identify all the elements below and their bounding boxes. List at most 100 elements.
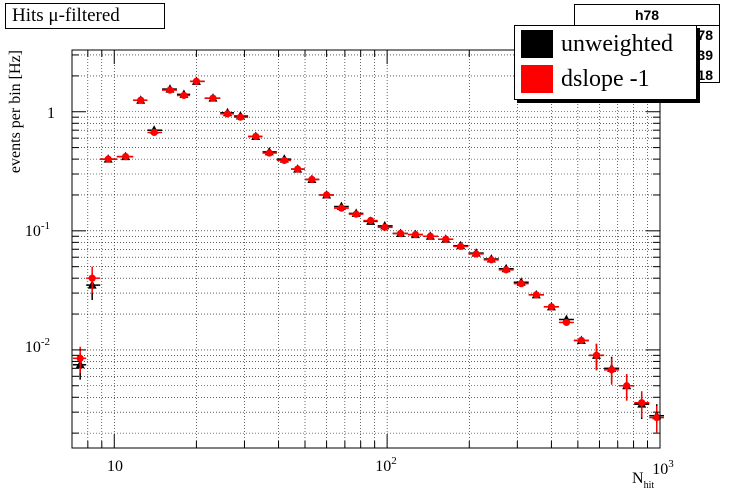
circle-marker bbox=[592, 351, 601, 359]
circle-marker bbox=[367, 216, 375, 225]
data-point bbox=[468, 250, 484, 258]
circle-marker bbox=[209, 94, 217, 102]
y-tick-label-0: 10-2 bbox=[25, 336, 50, 356]
circle-marker bbox=[280, 156, 288, 165]
data-point bbox=[176, 91, 191, 100]
legend-swatch-dslope bbox=[521, 65, 553, 93]
data-point bbox=[100, 155, 117, 163]
circle-marker bbox=[352, 210, 360, 218]
circle-marker bbox=[653, 414, 661, 422]
legend-swatch-unweighted bbox=[521, 30, 553, 58]
circle-marker bbox=[411, 230, 420, 239]
data-point bbox=[604, 358, 620, 385]
legend-entry-unweighted: unweighted bbox=[521, 29, 673, 59]
data-point bbox=[220, 110, 234, 118]
data-point bbox=[528, 291, 544, 299]
data-point bbox=[438, 235, 454, 243]
data-point bbox=[377, 223, 393, 231]
data-point bbox=[498, 266, 514, 274]
chart-title: Hits μ-filtered bbox=[5, 3, 165, 29]
data-point bbox=[262, 149, 277, 157]
circle-marker bbox=[265, 149, 273, 157]
y-tick-label-1: 10-1 bbox=[25, 220, 50, 240]
stats-value-2: 39 bbox=[697, 47, 713, 63]
data-point bbox=[363, 216, 378, 225]
data-point bbox=[233, 113, 249, 121]
data-point bbox=[190, 77, 205, 85]
data-point bbox=[290, 165, 305, 173]
series-unweighted bbox=[72, 76, 664, 431]
y-tick-label-2: 1 bbox=[47, 105, 55, 122]
stats-value-3: 18 bbox=[697, 67, 713, 83]
circle-marker bbox=[180, 91, 188, 100]
circle-marker bbox=[577, 336, 585, 345]
circle-marker bbox=[532, 291, 540, 299]
data-point bbox=[248, 132, 263, 141]
circle-marker bbox=[426, 232, 434, 240]
data-point bbox=[408, 230, 423, 239]
data-point bbox=[162, 86, 177, 94]
circle-marker bbox=[104, 155, 112, 163]
circle-marker bbox=[308, 175, 316, 184]
data-point bbox=[588, 343, 605, 371]
data-point bbox=[334, 204, 349, 212]
circle-marker bbox=[547, 303, 556, 311]
series-dslope bbox=[72, 77, 664, 433]
stats-box-name: h78 bbox=[575, 5, 719, 26]
circle-marker bbox=[192, 77, 201, 85]
circle-marker bbox=[442, 235, 450, 243]
data-point bbox=[392, 229, 409, 238]
circle-marker bbox=[472, 250, 480, 258]
x-tick-label-0: 10 bbox=[107, 458, 123, 475]
circle-marker bbox=[623, 382, 631, 390]
circle-marker bbox=[121, 153, 130, 161]
data-point bbox=[483, 256, 499, 264]
data-point bbox=[304, 175, 320, 184]
circle-marker bbox=[562, 318, 571, 327]
circle-marker bbox=[236, 113, 245, 121]
x-tick-label-2: 103 bbox=[652, 458, 674, 478]
circle-marker bbox=[137, 96, 145, 104]
data-point bbox=[573, 336, 589, 345]
data-point bbox=[276, 156, 291, 165]
circle-marker bbox=[150, 128, 158, 137]
legend-label-dslope: dslope -1 bbox=[561, 66, 650, 92]
data-point bbox=[72, 346, 87, 374]
circle-marker bbox=[638, 399, 646, 407]
axis-ticks bbox=[71, 50, 661, 448]
circle-marker bbox=[396, 229, 405, 238]
circle-marker bbox=[487, 256, 495, 264]
data-point bbox=[453, 242, 469, 250]
data-point bbox=[558, 318, 574, 327]
data-point bbox=[513, 280, 529, 288]
x-tick-label-1: 102 bbox=[375, 455, 397, 475]
circle-marker bbox=[166, 86, 174, 94]
circle-marker bbox=[322, 191, 331, 199]
data-point bbox=[319, 191, 335, 199]
circle-marker bbox=[252, 132, 260, 141]
legend-label-unweighted: unweighted bbox=[561, 31, 673, 57]
legend-entry-dslope: dslope -1 bbox=[521, 64, 650, 94]
data-point bbox=[147, 128, 163, 137]
circle-marker bbox=[608, 366, 616, 374]
circle-marker bbox=[457, 242, 465, 250]
circle-marker bbox=[76, 354, 84, 362]
circle-marker bbox=[88, 274, 96, 282]
data-point bbox=[116, 153, 134, 161]
data-markers bbox=[72, 76, 664, 433]
circle-marker bbox=[502, 266, 510, 274]
y-axis-label: events per bin [Hz] bbox=[7, 50, 24, 173]
circle-marker bbox=[381, 223, 389, 231]
data-point bbox=[204, 94, 221, 102]
data-point bbox=[133, 96, 148, 104]
x-axis-label: Nhit bbox=[632, 470, 654, 491]
legend: unweighted dslope -1 bbox=[514, 25, 697, 100]
data-point bbox=[86, 266, 101, 294]
data-point bbox=[619, 374, 635, 401]
data-point bbox=[348, 210, 364, 218]
circle-marker bbox=[517, 280, 525, 288]
data-point bbox=[543, 303, 559, 311]
grid-lines bbox=[71, 50, 660, 448]
circle-marker bbox=[337, 204, 346, 212]
